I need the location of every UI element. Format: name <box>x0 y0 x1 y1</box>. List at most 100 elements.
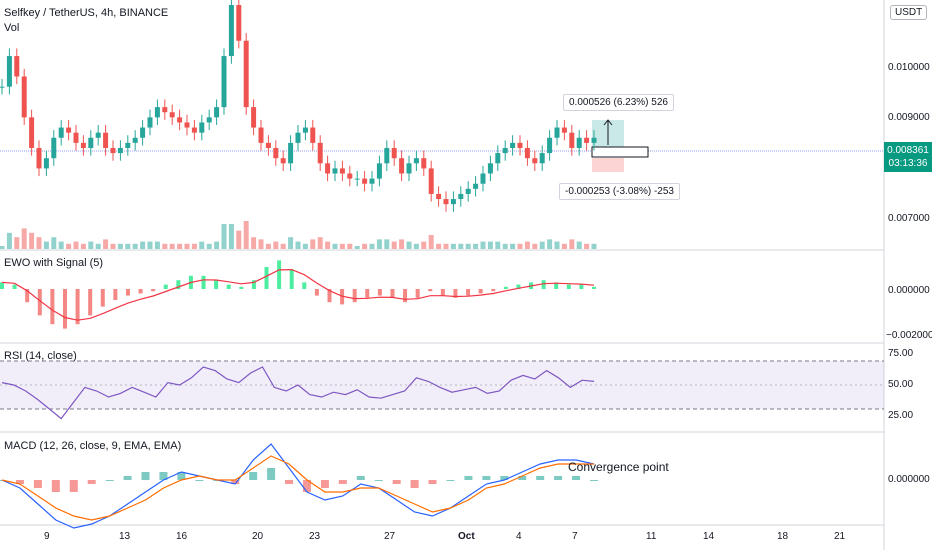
rsi-tick: 25.00 <box>888 410 914 421</box>
candle-body <box>399 158 405 174</box>
candle-body <box>36 147 42 169</box>
candle-body <box>88 137 94 148</box>
volume-bar <box>413 243 419 249</box>
candle-body <box>273 147 279 159</box>
time-axis-tick: Oct <box>458 531 475 542</box>
volume-bar <box>561 243 567 249</box>
ewo-bar <box>75 289 80 325</box>
ewo-bar <box>377 289 382 296</box>
position-entry-box <box>591 146 649 158</box>
macd-signal-line <box>1 455 594 521</box>
candle-body <box>436 193 442 200</box>
ewo-bar <box>390 289 395 298</box>
volume-bar <box>221 224 227 249</box>
volume-bar <box>154 241 160 249</box>
macd-histogram <box>0 468 598 492</box>
volume-bar <box>58 241 64 249</box>
currency-button[interactable]: USDT <box>890 5 928 20</box>
ewo-bar <box>466 289 471 296</box>
ewo-bar <box>478 289 483 294</box>
macd-histogram-bar <box>141 472 150 480</box>
macd-title: MACD (12, 26, close, 9, EMA, EMA) <box>4 440 182 452</box>
volume-bar <box>29 232 35 249</box>
volume-bar <box>487 241 493 249</box>
volume-bar <box>251 237 257 249</box>
candle-body <box>510 142 516 148</box>
macd-histogram-bar <box>410 480 419 488</box>
volume-bar <box>495 241 501 249</box>
volume-bar <box>169 243 175 249</box>
ewo-tick: 0.000000 <box>888 285 930 296</box>
candle-body <box>58 127 64 138</box>
macd-histogram-bar <box>392 480 401 484</box>
volume-bar <box>177 243 183 249</box>
time-axis-tick: 27 <box>384 531 396 542</box>
volume-bar <box>206 243 212 249</box>
candle-body <box>228 5 234 57</box>
volume-bar <box>0 246 5 249</box>
ewo-bar <box>151 289 156 292</box>
candle-body <box>502 147 508 154</box>
candle-body <box>288 142 294 164</box>
volume-bar <box>399 239 405 249</box>
time-axis-tick: 14 <box>703 531 715 542</box>
candle-body <box>591 137 597 143</box>
candle-body <box>473 183 479 189</box>
candle-body <box>443 199 449 205</box>
volume-bar <box>317 237 323 249</box>
candle-body <box>265 142 271 148</box>
volume-bar <box>332 243 338 249</box>
candle-body <box>43 158 49 169</box>
volume-bar <box>14 237 20 249</box>
candle-body <box>251 107 257 128</box>
macd-histogram-bar <box>464 476 473 480</box>
price-tick: 0.009000 <box>888 112 930 123</box>
volume-bar <box>36 237 42 249</box>
volume-bar <box>162 243 168 249</box>
volume-bar <box>428 235 434 249</box>
candle-body <box>376 163 382 179</box>
candle-body <box>569 132 575 148</box>
candle-body <box>310 127 316 143</box>
ewo-bar <box>37 289 42 316</box>
candle-body <box>517 142 523 148</box>
ewo-series <box>0 260 596 329</box>
volume-bar <box>243 221 249 249</box>
candle-body <box>236 5 242 41</box>
volume-bar <box>584 243 590 249</box>
volume-bar <box>339 243 345 249</box>
ewo-bar <box>113 289 118 300</box>
time-axis-tick: 4 <box>516 531 522 542</box>
bar-countdown: 03:13:36 <box>888 158 928 169</box>
ewo-bar <box>0 282 4 289</box>
ewo-signal-line <box>1 268 595 321</box>
candle-body <box>339 168 345 174</box>
ewo-bar <box>365 289 370 298</box>
volume-bar <box>43 241 49 249</box>
macd-histogram-bar <box>482 476 491 480</box>
volume-bar <box>554 241 560 249</box>
candle-body <box>384 147 390 164</box>
volume-bar <box>125 243 131 249</box>
candle-body <box>21 76 27 118</box>
volume-bar <box>51 237 57 249</box>
volume-bar <box>384 239 390 249</box>
macd-line <box>1 443 595 529</box>
macd-tick: 0.000000 <box>888 474 930 485</box>
volume-bar <box>302 243 308 249</box>
volume-bar <box>532 243 538 249</box>
macd-histogram-bar <box>572 476 581 480</box>
volume-bar <box>199 241 205 249</box>
candle-series <box>0 0 597 212</box>
volume-bar <box>458 243 464 249</box>
ewo-bar <box>579 284 584 289</box>
candle-body <box>465 188 471 194</box>
candle-body <box>576 137 582 148</box>
ewo-bar <box>277 260 282 289</box>
price-tick: 0.007000 <box>888 213 930 224</box>
ewo-bar <box>264 267 269 289</box>
volume-bar <box>362 243 368 249</box>
volume-bar <box>391 241 397 249</box>
ewo-title: EWO with Signal (5) <box>4 257 104 269</box>
